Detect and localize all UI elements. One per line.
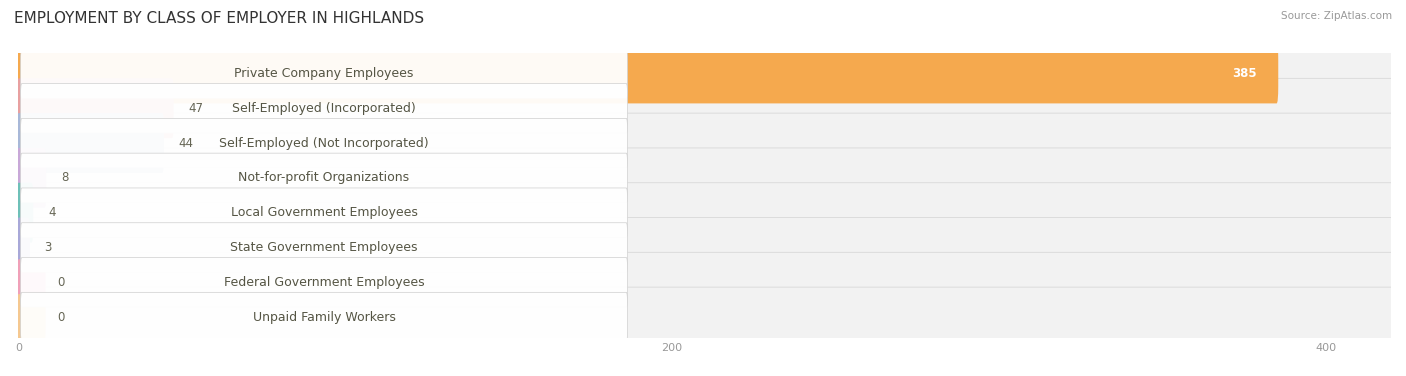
FancyBboxPatch shape [21, 83, 627, 133]
Text: 47: 47 [188, 102, 204, 115]
FancyBboxPatch shape [21, 153, 627, 203]
Text: Private Company Employees: Private Company Employees [235, 67, 413, 80]
Text: Federal Government Employees: Federal Government Employees [224, 276, 425, 289]
FancyBboxPatch shape [17, 294, 45, 340]
FancyBboxPatch shape [21, 258, 627, 307]
Text: Not-for-profit Organizations: Not-for-profit Organizations [239, 171, 409, 184]
FancyBboxPatch shape [21, 49, 627, 98]
Text: 0: 0 [58, 276, 65, 289]
Text: State Government Employees: State Government Employees [231, 241, 418, 254]
Text: 44: 44 [179, 136, 194, 150]
Text: 0: 0 [58, 311, 65, 323]
FancyBboxPatch shape [17, 78, 1392, 138]
FancyBboxPatch shape [17, 183, 34, 243]
Text: EMPLOYMENT BY CLASS OF EMPLOYER IN HIGHLANDS: EMPLOYMENT BY CLASS OF EMPLOYER IN HIGHL… [14, 11, 425, 26]
FancyBboxPatch shape [17, 78, 174, 138]
Text: 3: 3 [45, 241, 52, 254]
FancyBboxPatch shape [21, 293, 627, 342]
Text: 4: 4 [48, 206, 55, 219]
FancyBboxPatch shape [17, 44, 1392, 103]
Text: Self-Employed (Not Incorporated): Self-Employed (Not Incorporated) [219, 136, 429, 150]
FancyBboxPatch shape [17, 148, 46, 208]
Text: Source: ZipAtlas.com: Source: ZipAtlas.com [1281, 11, 1392, 21]
FancyBboxPatch shape [17, 113, 165, 173]
FancyBboxPatch shape [17, 259, 45, 305]
FancyBboxPatch shape [17, 183, 1392, 243]
FancyBboxPatch shape [17, 44, 1278, 103]
FancyBboxPatch shape [17, 218, 30, 277]
Text: Unpaid Family Workers: Unpaid Family Workers [253, 311, 395, 323]
FancyBboxPatch shape [17, 148, 1392, 208]
FancyBboxPatch shape [17, 287, 1392, 347]
Text: 385: 385 [1233, 67, 1257, 80]
FancyBboxPatch shape [21, 223, 627, 272]
Text: Self-Employed (Incorporated): Self-Employed (Incorporated) [232, 102, 416, 115]
FancyBboxPatch shape [21, 188, 627, 237]
Text: 8: 8 [60, 171, 69, 184]
Text: Local Government Employees: Local Government Employees [231, 206, 418, 219]
FancyBboxPatch shape [17, 113, 1392, 173]
FancyBboxPatch shape [17, 218, 1392, 277]
FancyBboxPatch shape [17, 252, 1392, 312]
FancyBboxPatch shape [21, 118, 627, 168]
